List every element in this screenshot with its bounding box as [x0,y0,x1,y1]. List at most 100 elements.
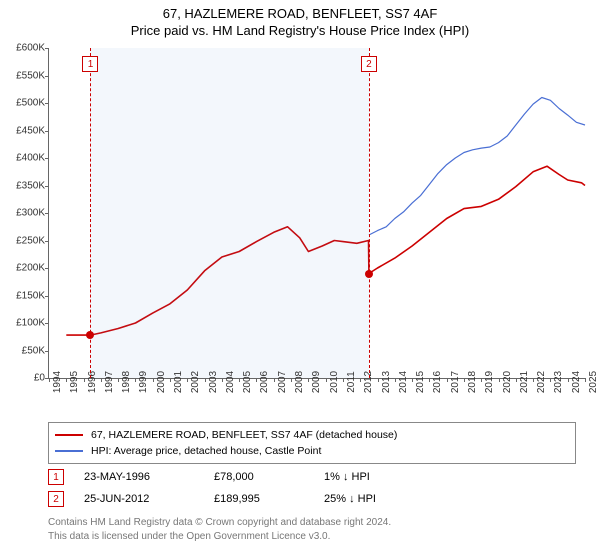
x-tick-label: 1998 [121,371,132,393]
legend-label: HPI: Average price, detached house, Cast… [91,445,321,457]
x-tick-mark [66,378,67,382]
x-tick-mark [568,378,569,382]
x-tick-label: 2021 [519,371,530,393]
x-tick-label: 2001 [173,371,184,393]
y-tick-mark [45,76,49,77]
y-tick-label: £100K [1,318,45,329]
y-tick-mark [45,296,49,297]
y-tick-mark [45,351,49,352]
y-tick-label: £600K [1,43,45,54]
sales-row-price: £78,000 [214,471,324,483]
y-tick-label: £200K [1,263,45,274]
x-tick-mark [499,378,500,382]
x-tick-mark [464,378,465,382]
sale-marker-line [90,48,91,378]
sale-marker-box: 2 [361,56,377,72]
sale-marker-box: 1 [82,56,98,72]
y-tick-mark [45,103,49,104]
y-tick-label: £0 [1,373,45,384]
legend-row: 67, HAZLEMERE ROAD, BENFLEET, SS7 4AF (d… [55,427,569,443]
x-tick-label: 2000 [156,371,167,393]
sales-row-diff: 25% ↓ HPI [324,493,444,505]
y-tick-label: £50K [1,345,45,356]
x-tick-label: 2014 [398,371,409,393]
x-tick-mark [429,378,430,382]
y-tick-mark [45,131,49,132]
y-tick-label: £250K [1,235,45,246]
x-tick-label: 2005 [242,371,253,393]
y-tick-mark [45,158,49,159]
x-tick-label: 2009 [311,371,322,393]
y-tick-label: £400K [1,153,45,164]
x-tick-label: 2020 [502,371,513,393]
sale-marker-dot [86,331,94,339]
legend-label: 67, HAZLEMERE ROAD, BENFLEET, SS7 4AF (d… [91,429,397,441]
x-tick-mark [222,378,223,382]
x-tick-label: 1995 [69,371,80,393]
x-tick-mark [585,378,586,382]
sales-row-date: 23-MAY-1996 [84,471,214,483]
x-tick-mark [516,378,517,382]
y-tick-mark [45,268,49,269]
x-tick-label: 2016 [432,371,443,393]
x-tick-label: 2010 [329,371,340,393]
sale-marker-line [369,48,370,378]
x-tick-mark [256,378,257,382]
x-tick-label: 2008 [294,371,305,393]
x-tick-mark [481,378,482,382]
x-tick-label: 2025 [588,371,599,393]
x-tick-mark [360,378,361,382]
x-tick-label: 2006 [259,371,270,393]
x-tick-mark [533,378,534,382]
x-tick-mark [187,378,188,382]
x-tick-mark [343,378,344,382]
legend-swatch [55,434,83,436]
title-address: 67, HAZLEMERE ROAD, BENFLEET, SS7 4AF [0,6,600,21]
x-tick-label: 2019 [484,371,495,393]
x-tick-label: 2018 [467,371,478,393]
x-tick-label: 2007 [277,371,288,393]
x-tick-mark [84,378,85,382]
legend-swatch [55,450,83,452]
x-tick-mark [101,378,102,382]
shaded-ownership-region [90,48,368,378]
x-tick-label: 2022 [536,371,547,393]
y-tick-label: £500K [1,98,45,109]
x-tick-label: 2002 [190,371,201,393]
sale-marker-dot [365,270,373,278]
sales-row-date: 25-JUN-2012 [84,493,214,505]
sales-row-price: £189,995 [214,493,324,505]
x-tick-label: 2023 [553,371,564,393]
plot-region: £0£50K£100K£150K£200K£250K£300K£350K£400… [48,48,585,379]
x-tick-label: 1994 [52,371,63,393]
x-tick-mark [447,378,448,382]
x-tick-label: 2003 [208,371,219,393]
y-tick-label: £150K [1,290,45,301]
x-tick-label: 2024 [571,371,582,393]
x-tick-mark [308,378,309,382]
title-block: 67, HAZLEMERE ROAD, BENFLEET, SS7 4AF Pr… [0,0,600,38]
x-tick-label: 1997 [104,371,115,393]
title-subtitle: Price paid vs. HM Land Registry's House … [0,23,600,38]
x-tick-mark [170,378,171,382]
footer-line1: Contains HM Land Registry data © Crown c… [48,516,391,530]
y-tick-mark [45,241,49,242]
legend-row: HPI: Average price, detached house, Cast… [55,443,569,459]
x-tick-mark [153,378,154,382]
x-tick-label: 1996 [87,371,98,393]
footer-attribution: Contains HM Land Registry data © Crown c… [48,516,391,543]
x-tick-mark [118,378,119,382]
series-hpi [369,98,585,236]
chart-area: £0£50K£100K£150K£200K£250K£300K£350K£400… [48,48,584,378]
y-tick-label: £350K [1,180,45,191]
y-tick-label: £300K [1,208,45,219]
x-tick-mark [326,378,327,382]
sales-table: 123-MAY-1996£78,0001% ↓ HPI225-JUN-2012£… [48,466,444,510]
x-tick-mark [291,378,292,382]
x-tick-label: 2004 [225,371,236,393]
y-tick-mark [45,186,49,187]
x-tick-mark [49,378,50,382]
sales-row-diff: 1% ↓ HPI [324,471,444,483]
x-tick-mark [205,378,206,382]
x-tick-mark [135,378,136,382]
